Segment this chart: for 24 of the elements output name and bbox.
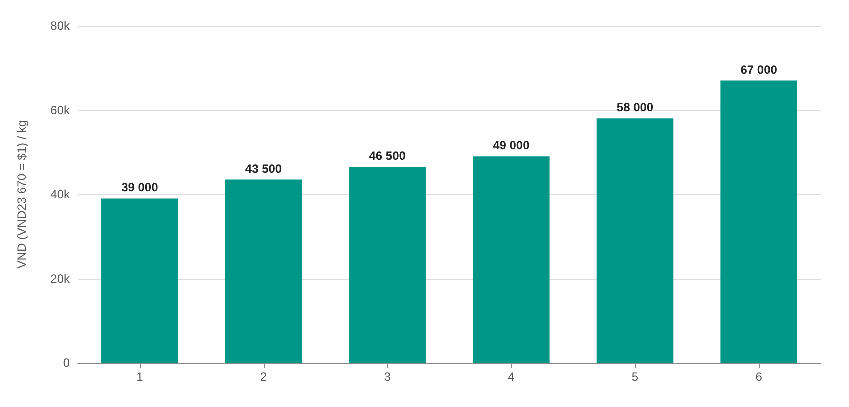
x-tick-label: 1 bbox=[136, 370, 144, 384]
bar bbox=[102, 198, 178, 363]
x-tick-label: 6 bbox=[756, 370, 763, 384]
bar bbox=[349, 167, 426, 363]
bar bbox=[473, 156, 550, 363]
data-label: 39 000 bbox=[122, 180, 159, 195]
y-tick-label: 0 bbox=[63, 356, 70, 370]
x-tick-label: 5 bbox=[632, 370, 639, 384]
y-axis-title: VND (VND23 670 = $1) / kg bbox=[15, 120, 29, 269]
y-tick-label: 40k bbox=[50, 188, 71, 202]
bar bbox=[225, 180, 302, 363]
y-tick-label: 80k bbox=[50, 19, 71, 33]
bar bbox=[720, 80, 798, 363]
data-label: 46 500 bbox=[369, 149, 406, 164]
x-tick-label: 3 bbox=[384, 370, 392, 384]
bar bbox=[596, 118, 674, 363]
y-tick-label: 20k bbox=[50, 272, 71, 286]
data-label: 43 500 bbox=[245, 162, 282, 176]
data-label: 58 000 bbox=[616, 100, 654, 115]
x-tick-label: 2 bbox=[260, 370, 268, 384]
x-tick-label: 4 bbox=[508, 370, 516, 384]
data-label: 49 000 bbox=[493, 138, 530, 153]
y-tick-label: 60k bbox=[50, 103, 71, 118]
data-label: 67 000 bbox=[740, 62, 778, 77]
